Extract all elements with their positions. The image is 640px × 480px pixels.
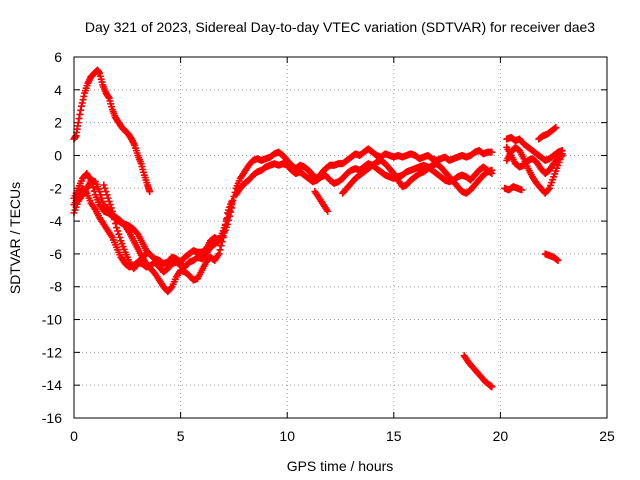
y-tick-label: 2 [54, 115, 62, 131]
data-point [102, 188, 110, 196]
data-point [324, 207, 332, 215]
series-track-c-morning-dip [70, 184, 236, 276]
data-point [544, 186, 552, 194]
series-track-o-evening [541, 250, 562, 264]
y-tick-label: -10 [42, 312, 62, 328]
data-point [100, 181, 108, 189]
x-tick-label: 5 [177, 428, 185, 444]
y-tick-label: -14 [42, 377, 62, 393]
data-point [107, 204, 115, 212]
data-point [217, 242, 225, 250]
data-point [228, 201, 236, 209]
data-point [98, 194, 106, 202]
y-tick-label: -4 [50, 213, 63, 229]
y-tick-label: -12 [42, 344, 62, 360]
data-point [553, 256, 561, 264]
axis-ticks: 0 5 10 15 20 25 -16 -14 -12 -10 -8 -6 -4 -2 0 2 4 6 [42, 49, 615, 444]
data-point [167, 284, 175, 292]
data-point [104, 194, 112, 202]
data-point [114, 227, 122, 235]
data-point [101, 184, 109, 192]
x-tick-label: 0 [70, 428, 78, 444]
data-point [488, 166, 496, 174]
data-point [112, 220, 120, 228]
y-tick-label: -2 [50, 180, 63, 196]
plot-frame [73, 56, 608, 419]
data-point [488, 383, 496, 391]
series-track-k-evening [503, 143, 566, 197]
x-tick-label: 10 [279, 428, 295, 444]
data-point [227, 208, 235, 216]
series-track-a-early-rise [70, 66, 154, 196]
data-point [108, 207, 116, 215]
data-point [106, 201, 114, 209]
grid [74, 57, 607, 418]
series-track-d-morning-dip [70, 170, 236, 268]
data-point [89, 183, 97, 191]
series-track-i-dip-11h [311, 188, 332, 215]
data-point [551, 124, 559, 132]
data-point [103, 191, 111, 199]
data-point [226, 212, 234, 220]
y-tick-label: -8 [50, 279, 63, 295]
series-track-e-recovery [100, 181, 150, 273]
data-point [518, 186, 526, 194]
series-track-g-afternoon [232, 160, 496, 199]
series-track-h-afternoon [339, 156, 496, 197]
data-point [109, 211, 117, 219]
y-tick-label: -6 [50, 246, 63, 262]
data-point [216, 246, 224, 254]
y-tick-label: 0 [54, 147, 62, 163]
series-track-p-low [460, 352, 496, 391]
data-point [88, 180, 96, 188]
data-point [215, 250, 223, 258]
chart-title: Day 321 of 2023, Sidereal Day-to-day VTE… [85, 19, 595, 35]
data-point [146, 188, 154, 196]
series-track-m-evening [535, 124, 560, 143]
series-track-j-evening [503, 133, 566, 164]
y-tick-label: 4 [54, 82, 62, 98]
data-point [116, 234, 124, 241]
data-point [105, 197, 113, 205]
data-point [82, 188, 90, 196]
data-point [115, 230, 123, 238]
data-point [218, 233, 226, 241]
y-tick-label: 6 [54, 49, 62, 65]
data-point [558, 151, 566, 159]
x-tick-label: 20 [493, 428, 509, 444]
data-points [70, 66, 566, 391]
data-point [554, 256, 562, 264]
data-point [225, 216, 233, 224]
y-axis-label: SDTVAR / TECUs [7, 182, 23, 294]
series-track-f-afternoon [228, 145, 496, 209]
x-tick-label: 25 [599, 428, 615, 444]
data-point [224, 220, 232, 228]
data-point [229, 197, 237, 205]
data-point [90, 187, 98, 195]
series-track-n-evening [501, 183, 526, 194]
x-tick-label: 15 [386, 428, 402, 444]
series-track-l-evening [503, 143, 566, 178]
data-point [552, 124, 560, 132]
data-point [113, 224, 121, 232]
data-point [111, 215, 119, 223]
y-tick-label: -16 [42, 410, 62, 426]
x-axis-label: GPS time / hours [287, 458, 394, 474]
data-point [488, 148, 496, 156]
data-point [557, 152, 565, 160]
data-point [99, 197, 107, 205]
data-point [142, 250, 150, 258]
data-point [87, 176, 95, 184]
data-point [141, 251, 149, 259]
